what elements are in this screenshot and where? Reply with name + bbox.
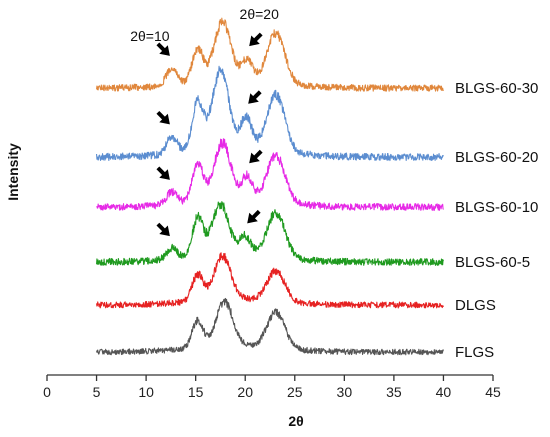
series-label-blgs-60-20: BLGS-60-20 xyxy=(455,149,538,166)
arrow-mark-7 xyxy=(156,222,170,237)
x-tick-label-35: 35 xyxy=(386,384,402,400)
arrow-mark-8 xyxy=(247,209,261,224)
arrow-mark-2 xyxy=(249,32,263,47)
series-layer: BLGS-60-30 BLGS-60-20 BLGS-60-10 BLGS-60-5 D… xyxy=(96,17,538,361)
annotation-label-1: 2θ=10 xyxy=(130,28,170,44)
arrow-mark-6 xyxy=(249,149,263,164)
series-line-blgs-60-5 xyxy=(96,201,444,266)
series-label-dlgs: DLGS xyxy=(455,297,496,314)
series-line-blgs-60-30 xyxy=(96,17,444,92)
x-axis: 0 5 10 15 20 25 30 35 40 45 xyxy=(43,374,501,400)
series-label-blgs-60-5: BLGS-60-5 xyxy=(455,254,530,271)
x-tick-label-15: 15 xyxy=(188,384,204,400)
x-tick-label-10: 10 xyxy=(138,384,154,400)
arrow-mark-4 xyxy=(248,90,262,104)
x-tick-label-40: 40 xyxy=(436,384,452,400)
annotation-layer: 2θ=10 2θ=20 xyxy=(130,6,280,237)
x-tick-label-20: 20 xyxy=(237,384,253,400)
series-label-blgs-60-30: BLGS-60-30 xyxy=(455,80,538,97)
x-tick-label-25: 25 xyxy=(287,384,303,400)
x-tick-label-5: 5 xyxy=(93,384,101,400)
series-label-flgs: FLGS xyxy=(455,344,494,361)
series-label-blgs-60-10: BLGS-60-10 xyxy=(455,199,538,216)
x-axis-title: 2θ xyxy=(288,413,303,429)
x-tick-label-30: 30 xyxy=(337,384,353,400)
arrow-mark-5 xyxy=(156,166,170,180)
arrow-mark-1 xyxy=(156,42,170,56)
arrow-mark-3 xyxy=(156,110,170,125)
series-line-flgs xyxy=(96,297,444,356)
series-line-blgs-60-10 xyxy=(96,138,444,211)
y-axis-title: Intensity xyxy=(5,143,21,201)
x-tick-label-0: 0 xyxy=(43,384,51,400)
annotation-label-2: 2θ=20 xyxy=(240,6,280,22)
series-line-blgs-60-20 xyxy=(96,65,444,162)
series-line-dlgs xyxy=(96,252,444,309)
x-tick-label-45: 45 xyxy=(485,384,501,400)
